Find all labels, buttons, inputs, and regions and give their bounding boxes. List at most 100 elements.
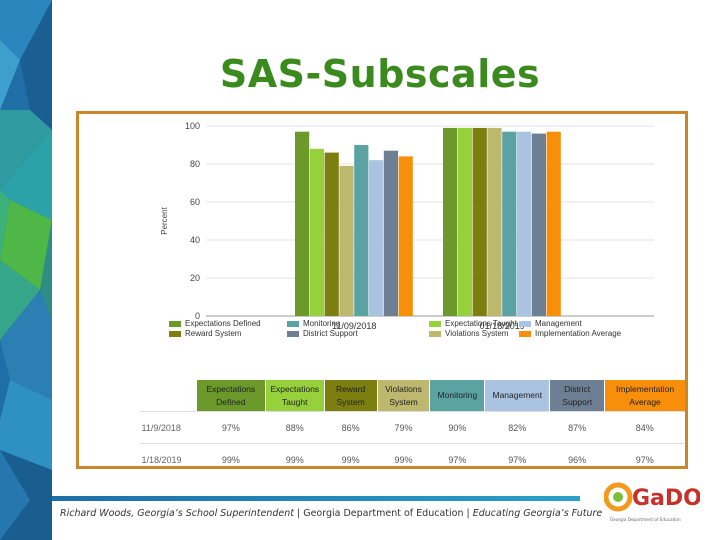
table-cell: 97% [484, 443, 550, 475]
legend-item: District Support [287, 329, 358, 339]
table-header-cell: Monitoring [429, 380, 485, 412]
table-header-row: Expectations Defined Expectations Taught Rew… [139, 380, 685, 412]
table-header-cell: Expectations Defined [195, 380, 266, 412]
bar [517, 131, 532, 316]
legend-item: Implementation Average [519, 329, 621, 339]
bar [295, 131, 310, 316]
legend-label: Expectations Defined [185, 319, 261, 328]
table-cell: 97% [604, 443, 685, 475]
legend-swatch [519, 330, 531, 337]
y-tick-label: 60 [190, 197, 200, 207]
legend-item: Violations System [429, 329, 508, 339]
bar [546, 131, 561, 316]
table-cell: 97% [196, 411, 266, 444]
table-row: 1/18/2019 99% 99% 99% 99% 97% 97% 96% 97% [139, 443, 685, 475]
table-cell: 97% [429, 443, 485, 475]
bar [502, 131, 517, 316]
footer-motto: Educating Georgia’s Future [472, 508, 603, 519]
table-cell: 99% [196, 443, 266, 475]
y-tick-label: 80 [190, 159, 200, 169]
table-header-cell: Expectations Taught [264, 380, 325, 412]
footer-superintendent: Richard Woods, Georgia’s School Superint… [60, 508, 294, 519]
table-header-line-2: Average [629, 396, 661, 407]
legend-swatch [287, 330, 299, 337]
slide-title: SAS-Subscales [219, 52, 541, 96]
bar [472, 127, 487, 317]
footer-text: Richard Woods, Georgia’s School Superint… [60, 508, 602, 519]
table-body: 11/9/2018 97% 88% 86% 79% 90% 82% 87% 84% 1/18/20… [139, 411, 685, 475]
table-cell: 96% [549, 443, 605, 475]
table-cell: 88% [265, 411, 325, 444]
table-header-cell: Management [484, 380, 550, 412]
legend-item: Monitoring [287, 319, 340, 329]
legend-item: Expectations Defined [169, 319, 261, 329]
legend-label: District Support [303, 329, 358, 338]
table-cell: 99% [324, 443, 378, 475]
table-header-line-2: System [336, 396, 365, 407]
table-cell: 82% [484, 411, 550, 444]
y-tick-label: 100 [185, 121, 200, 131]
table-header-cell: Violations System [376, 380, 430, 412]
legend-item: Reward System [169, 329, 241, 339]
footer-separator-2: | [463, 508, 473, 519]
table-cell: 87% [549, 411, 605, 444]
bar [457, 127, 472, 317]
footer-divider [52, 496, 580, 501]
gadoe-logo: GaDOE Georgia Department of Education [604, 482, 700, 522]
table-row: 11/9/2018 97% 88% 86% 79% 90% 82% 87% 84% [139, 411, 685, 444]
table-header-line-2: Support [562, 396, 593, 407]
table-cell: 84% [604, 411, 685, 444]
legend-label: Expectations Taught [445, 319, 517, 328]
legend-label: Management [535, 319, 582, 328]
legend-swatch [429, 320, 441, 327]
table-header-line-2: Defined [216, 396, 246, 407]
data-table: Expectations Defined Expectations Taught Rew… [139, 380, 685, 475]
table-cell: 86% [324, 411, 378, 444]
bar [531, 133, 546, 316]
table-header-line-2: Taught [281, 396, 308, 407]
legend-label: Monitoring [303, 319, 341, 328]
table-header-line-1: District [564, 383, 591, 394]
x-tick-label: 11/09/2018 [332, 321, 376, 331]
legend-swatch [169, 320, 181, 327]
table-header-line-1: Reward [335, 383, 366, 394]
table-cell: 79% [377, 411, 430, 444]
bar [443, 127, 458, 317]
table-cell: 99% [377, 443, 430, 475]
table-header-line-1: Expectations [270, 383, 320, 394]
legend-item: Management [519, 319, 582, 329]
bar [354, 145, 369, 316]
chart-frame: 0 20 40 60 80 100 Percent 11/09/2018 01/18/2019 … [76, 111, 688, 475]
table-header-cell: Implementation Average [604, 380, 685, 412]
x-tick-label: 01/18/2019 [480, 321, 525, 331]
bar-chart: 0 20 40 60 80 100 Percent 11/09/2018 01/18/2019 [160, 121, 654, 331]
legend-swatch [287, 320, 299, 327]
left-decorative-band [0, 0, 52, 540]
y-tick-label: 20 [190, 273, 200, 283]
table-header-line-1: Monitoring [437, 390, 478, 400]
bar [309, 148, 324, 316]
table-header-line-1: Management [492, 390, 543, 400]
bar [324, 152, 339, 316]
table-header-line-1: Expectations [206, 383, 256, 394]
y-axis-label: Percent [160, 206, 169, 234]
y-tick-label: 0 [195, 311, 200, 321]
logo-subtext: Georgia Department of Education [610, 517, 681, 522]
table-header-line-1: Violations [385, 383, 422, 394]
table-header-cell: District Support [549, 380, 605, 412]
table-row-label: 1/18/2019 [139, 443, 197, 475]
y-tick-label: 40 [190, 235, 200, 245]
table-row-label: 11/9/2018 [139, 411, 197, 444]
footer-department: Georgia Department of Education [303, 508, 464, 519]
table-cell: 99% [265, 443, 325, 475]
table-corner [139, 380, 197, 412]
bar [369, 160, 384, 316]
legend-label: Reward System [185, 329, 242, 338]
legend-label: Implementation Average [535, 329, 622, 338]
bar [487, 127, 502, 317]
table-header-line-2: System [389, 396, 418, 407]
table-header-line-1: Implementation [615, 383, 675, 394]
footer-separator-1: | [293, 508, 304, 519]
legend-swatch [169, 330, 181, 337]
legend-label: Violations System [445, 329, 509, 338]
